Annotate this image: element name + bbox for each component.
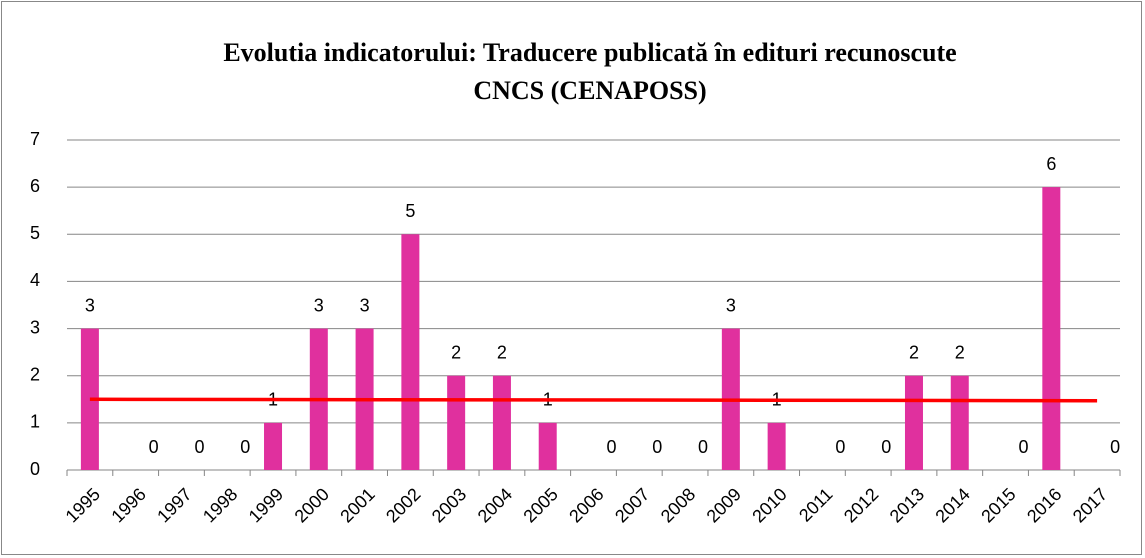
data-label: 3 <box>726 295 736 315</box>
chart-title: CNCS (CENAPOSS) <box>473 76 706 105</box>
bar <box>492 375 511 470</box>
bar <box>904 375 923 470</box>
bar <box>401 234 420 470</box>
data-label: 6 <box>1046 154 1056 174</box>
data-label: 0 <box>240 437 250 457</box>
data-label: 0 <box>1110 437 1120 457</box>
data-label: 2 <box>909 342 919 362</box>
data-label: 5 <box>405 201 415 221</box>
chart-title: Evolutia indicatorului: Traducere public… <box>223 38 956 67</box>
data-label: 0 <box>606 437 616 457</box>
bar <box>447 375 466 470</box>
data-label: 0 <box>881 437 891 457</box>
data-label: 0 <box>1019 437 1029 457</box>
bar <box>1042 187 1061 470</box>
y-tick-label: 6 <box>30 176 40 196</box>
data-label: 3 <box>314 295 324 315</box>
data-label: 3 <box>360 295 370 315</box>
y-tick-label: 1 <box>30 412 40 432</box>
data-label: 0 <box>652 437 662 457</box>
y-tick-label: 3 <box>30 317 40 337</box>
data-label: 0 <box>698 437 708 457</box>
data-label: 2 <box>955 342 965 362</box>
y-tick-label: 2 <box>30 364 40 384</box>
data-label: 0 <box>835 437 845 457</box>
bar <box>538 422 557 470</box>
y-tick-label: 5 <box>30 223 40 243</box>
data-label: 2 <box>497 342 507 362</box>
y-tick-label: 7 <box>30 129 40 149</box>
bar <box>950 375 969 470</box>
bar <box>767 422 786 470</box>
y-tick-label: 0 <box>30 459 40 479</box>
data-label: 2 <box>451 342 461 362</box>
data-label: 3 <box>85 295 95 315</box>
data-label: 0 <box>149 437 159 457</box>
y-tick-label: 4 <box>30 270 40 290</box>
trend-line <box>89 397 1098 403</box>
data-label: 0 <box>194 437 204 457</box>
bar <box>264 422 283 470</box>
